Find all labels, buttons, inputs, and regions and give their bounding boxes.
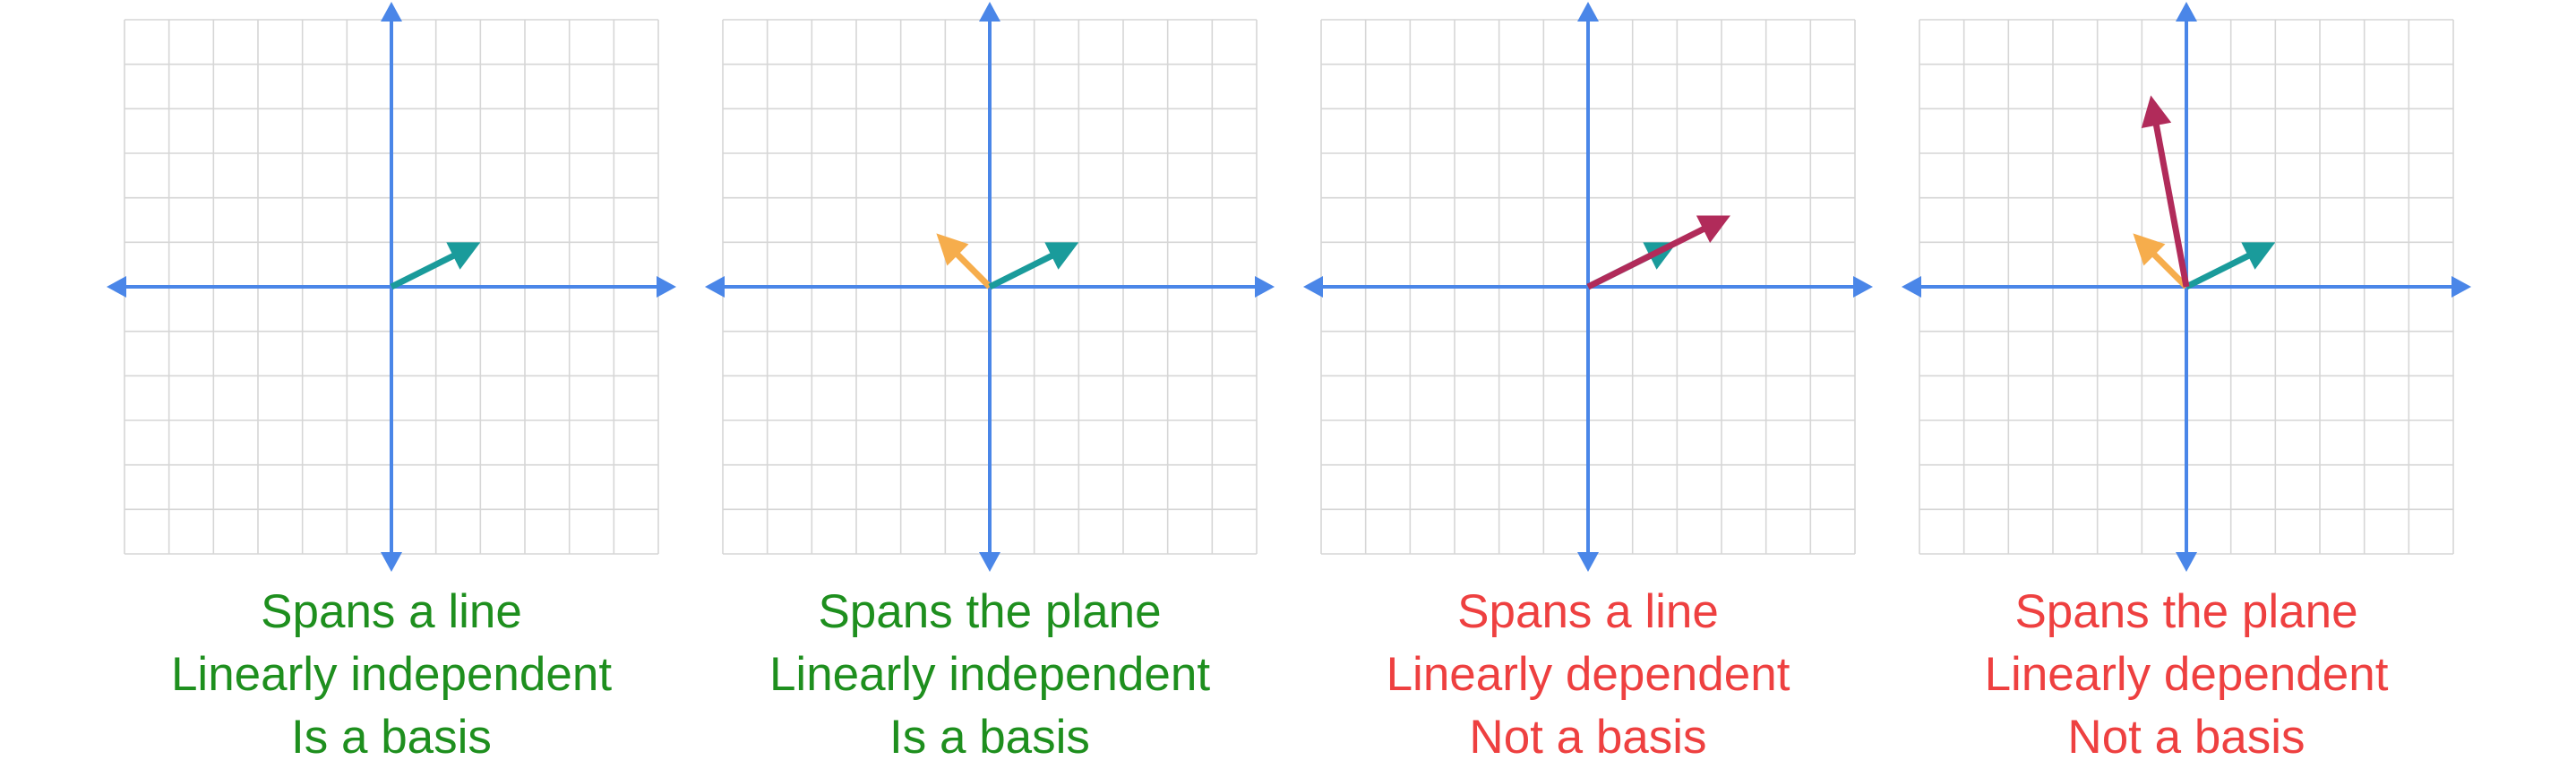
panel-1 — [107, 2, 676, 572]
x-axis-right-arrowhead — [657, 276, 676, 298]
x-axis-right-arrowhead — [1255, 276, 1275, 298]
orange-vector-shaft — [2148, 248, 2189, 289]
panel-3-caption: Spans a line Linearly dependent Not a ba… — [1266, 581, 1911, 769]
crimson-vector-arrowhead — [2141, 95, 2172, 128]
panel-4-basis-text: Not a basis — [2067, 711, 2306, 764]
teal-vector-shaft — [2185, 250, 2254, 290]
crimson-vector — [1586, 215, 1730, 290]
panel-2-span-text: Spans the plane — [818, 585, 1162, 638]
panel-4-independence-text: Linearly dependent — [1984, 648, 2389, 701]
y-axis-down-arrowhead — [381, 552, 402, 572]
orange-vector — [2133, 233, 2189, 289]
panel-3 — [1303, 2, 1873, 572]
crimson-vector-shaft — [1586, 223, 1710, 290]
orange-vector-arrowhead — [936, 233, 969, 266]
panel-2-basis-text: Is a basis — [889, 711, 1090, 764]
panel-3-span-text: Spans a line — [1457, 585, 1719, 638]
teal-vector-shaft — [390, 250, 459, 290]
panel-1-span-text: Spans a line — [261, 585, 522, 638]
teal-vector-arrowhead — [1044, 242, 1079, 270]
orange-vector-arrowhead — [2133, 233, 2166, 266]
panel-4 — [1902, 2, 2471, 572]
x-axis-left-arrowhead — [705, 276, 725, 298]
crimson-vector-shaft — [2151, 119, 2190, 288]
y-axis-down-arrowhead — [2176, 552, 2197, 572]
y-axis-down-arrowhead — [979, 552, 1000, 572]
teal-vector — [2185, 242, 2276, 290]
panel-4-span-text: Spans the plane — [2014, 585, 2358, 638]
panel-3-basis-text: Not a basis — [1469, 711, 1707, 764]
y-axis-up-arrowhead — [979, 2, 1000, 22]
panel-1-basis-text: Is a basis — [291, 711, 492, 764]
x-axis-left-arrowhead — [107, 276, 126, 298]
panel-3-independence-text: Linearly dependent — [1386, 648, 1790, 701]
y-axis-up-arrowhead — [1577, 2, 1599, 22]
panel-2 — [705, 2, 1275, 572]
teal-vector-arrowhead — [446, 242, 481, 270]
x-axis-right-arrowhead — [1853, 276, 1873, 298]
orange-vector — [936, 233, 992, 289]
x-axis-left-arrowhead — [1303, 276, 1323, 298]
panel-1-caption: Spans a line Linearly independent Is a b… — [69, 581, 714, 769]
panel-1-independence-text: Linearly independent — [170, 648, 613, 701]
x-axis-right-arrowhead — [2451, 276, 2471, 298]
y-axis-down-arrowhead — [1577, 552, 1599, 572]
teal-vector-shaft — [988, 250, 1058, 290]
crimson-vector — [2141, 95, 2190, 288]
panel-2-caption: Spans the plane Linearly independent Is … — [667, 581, 1312, 769]
y-axis-up-arrowhead — [2176, 2, 2197, 22]
teal-vector — [988, 242, 1079, 290]
crimson-vector-arrowhead — [1696, 215, 1730, 243]
orange-vector-shaft — [951, 248, 992, 289]
x-axis-left-arrowhead — [1902, 276, 1921, 298]
teal-vector — [390, 242, 481, 290]
teal-vector-arrowhead — [2241, 242, 2276, 270]
y-axis-up-arrowhead — [381, 2, 402, 22]
panel-4-caption: Spans the plane Linearly dependent Not a… — [1864, 581, 2509, 769]
panel-2-independence-text: Linearly independent — [769, 648, 1211, 701]
